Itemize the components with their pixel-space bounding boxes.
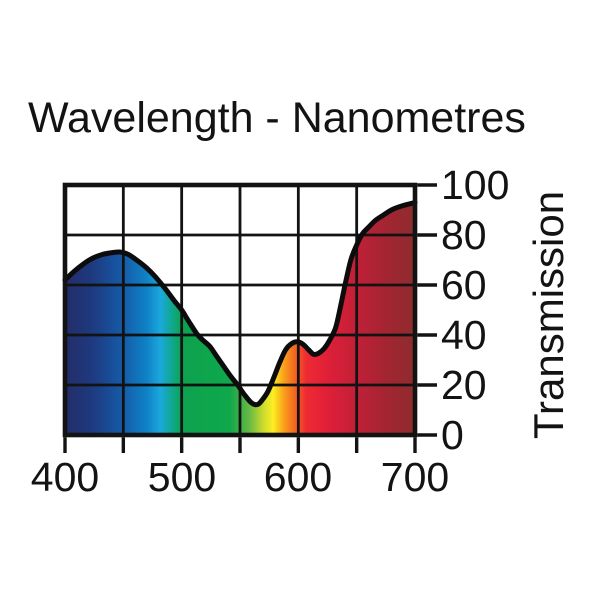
transmission-curve (62, 200, 418, 408)
y-tick-label-100: 100 (441, 162, 510, 208)
spectrum-area-fill (65, 202, 415, 435)
y-tick-label-40: 40 (441, 312, 487, 358)
x-tick-label-600: 600 (263, 454, 333, 500)
y-tick-label-80: 80 (441, 212, 487, 258)
y-tick-label-60: 60 (441, 262, 487, 308)
y-axis-title: Transmission (525, 190, 572, 440)
x-tick-label-400: 400 (30, 454, 100, 500)
axis-tick-marks (63, 183, 437, 453)
y-tick-label-0: 0 (441, 412, 464, 458)
x-tick-label-500: 500 (147, 454, 217, 500)
y-tick-label-20: 20 (441, 362, 487, 408)
chart-title: Wavelength - Nanometres (28, 94, 526, 142)
plot-frame (62, 182, 418, 438)
x-tick-label-700: 700 (380, 454, 450, 500)
